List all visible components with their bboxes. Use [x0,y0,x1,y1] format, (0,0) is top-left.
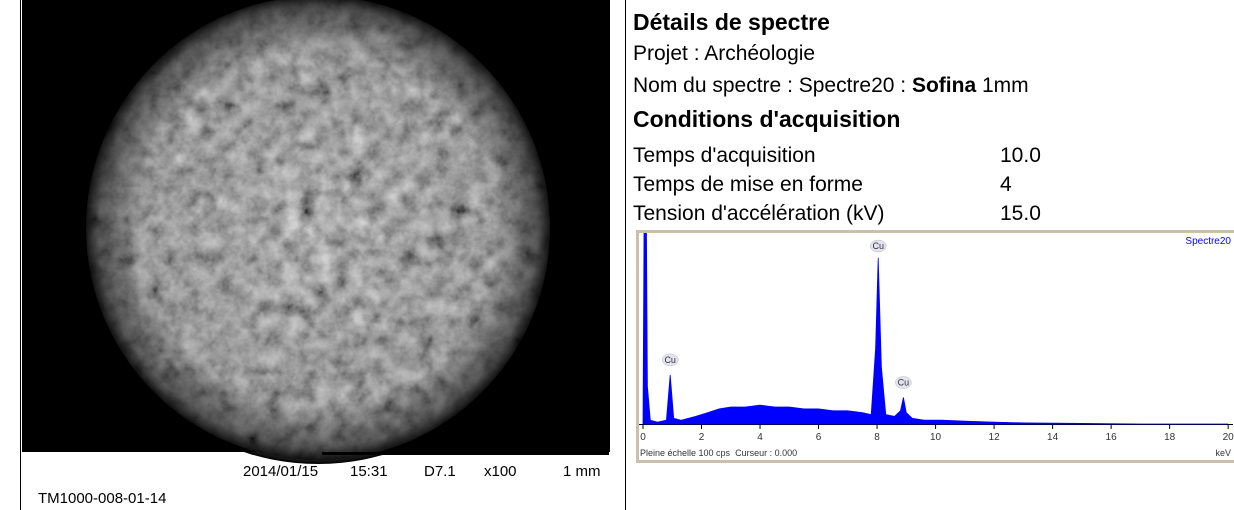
sem-image [22,0,610,464]
peak-label: Cu [872,241,884,251]
name-prefix: Nom du spectre : Spectre20 : [633,74,912,97]
x-tick-label: 4 [757,432,763,443]
peak-label-bg [895,376,912,389]
x-tick-label: 16 [1106,432,1118,443]
x-tick-label: 20 [1223,432,1234,443]
x-tick-label: 14 [1047,432,1059,443]
spectrum-name: Nom du spectre : Spectre20 : Sofina 1mm [633,74,1029,97]
peak-label-bg [869,239,887,253]
spectrum-plot: 0 2 4 6 8 10 12 14 16 18 20 Spectre20 Cu Cu Cu Pleine é… [640,233,1234,458]
date: 2014/01/15 [243,463,318,480]
time: 15:31 [350,463,388,480]
name-suffix: 1mm [976,74,1029,97]
condition-value: 10.0 [1000,144,1041,167]
x-axis-label: keV [1215,448,1231,458]
peak-label-bg [661,353,679,367]
scale: 1 mm [563,463,601,480]
condition-value: 15.0 [1000,202,1041,225]
name-bold: Sofina [912,74,976,97]
conditions-table: Temps d'acquisition 10.0 Temps de mise en … [633,144,1041,225]
title: Détails de spectre [633,9,830,35]
peak-label: Cu [898,378,910,388]
magnification: x100 [484,463,517,480]
x-tick-label: 6 [816,432,822,443]
conditions-title: Conditions d'acquisition [633,106,900,132]
peak-label: Cu [664,355,676,365]
x-tick-label: 2 [699,432,705,443]
spectrum-area [642,233,1229,425]
legend-entry: Spectre20 [1185,236,1231,247]
condition-label: Tension d'accélération (kV) [633,202,884,225]
condition-label: Temps d'acquisition [633,144,816,167]
x-tick-label: 12 [989,432,1001,443]
image-id: TM1000-008-01-14 [38,490,166,507]
x-tick-label: 18 [1164,432,1176,443]
footer: Pleine échelle 100 cps Curseur : 0.000 [640,448,797,458]
x-tick-label: 10 [930,432,942,443]
x-tick-label: 0 [640,432,646,443]
condition-label: Temps de mise en forme [633,173,863,196]
condition-value: 4 [1000,173,1012,196]
project: Projet : Archéologie [633,42,815,65]
distance: D7.1 [424,463,456,480]
x-tick-label: 8 [874,432,880,443]
